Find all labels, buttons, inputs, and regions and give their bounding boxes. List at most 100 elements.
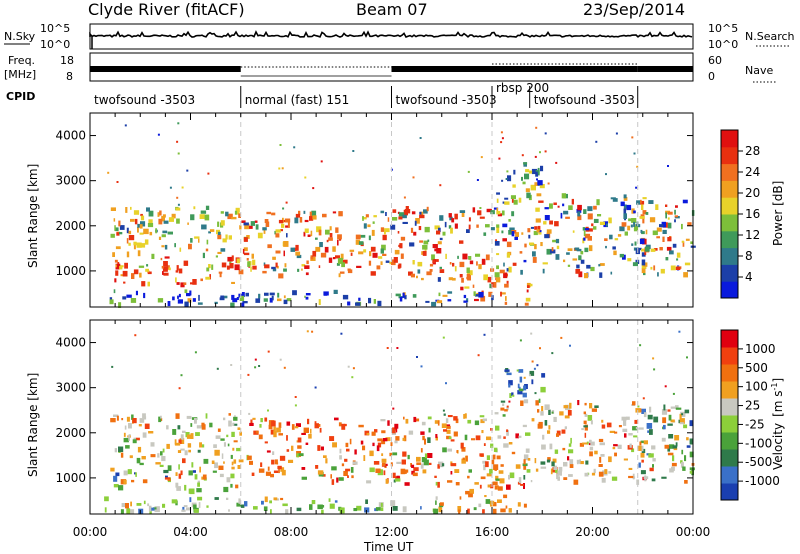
scatter-cell — [577, 400, 580, 406]
scatter-cell — [583, 237, 586, 241]
scatter-cell — [493, 207, 499, 210]
scatter-cell — [414, 418, 420, 422]
scatter-cell — [209, 229, 215, 232]
freq-band-0 — [90, 66, 241, 72]
scatter-cell — [649, 429, 653, 435]
scatter-cell — [164, 256, 170, 259]
scatter-cell — [412, 472, 418, 477]
scatter-cell — [587, 228, 593, 232]
scatter-cell — [549, 443, 553, 450]
scatter-cell — [582, 238, 585, 244]
colorbar-swatch — [721, 281, 738, 299]
scatter-cell — [186, 434, 192, 439]
scatter-cell — [511, 451, 516, 455]
scatter-cell — [494, 241, 500, 246]
scatter-cell — [566, 252, 570, 255]
scatter-cell — [220, 220, 225, 226]
scatter-cell — [267, 466, 270, 471]
scatter-cell — [362, 216, 364, 221]
sparse-cell — [247, 373, 250, 376]
scatter-cell — [192, 470, 196, 473]
scatter-cell — [371, 432, 376, 436]
scatter-cell — [517, 390, 523, 395]
scatter-cell — [179, 438, 185, 444]
scatter-cell — [509, 227, 515, 231]
scatter-cell — [454, 223, 458, 229]
scatter-cell — [522, 424, 527, 428]
sparse-cell — [544, 132, 547, 135]
scatter-cell — [209, 274, 211, 280]
scatter-cell — [523, 399, 529, 404]
scatter-cell — [369, 467, 375, 473]
scatter-cell — [133, 241, 137, 246]
scatter-cell — [234, 415, 236, 419]
scatter-cell — [402, 221, 408, 224]
scatter-cell — [162, 448, 165, 453]
scatter-cell — [573, 479, 579, 485]
scatter-cell — [493, 282, 497, 288]
scatter-cell — [286, 421, 291, 426]
scatter-cell — [246, 235, 250, 239]
scatter-cell — [640, 440, 645, 444]
scatter-cell — [578, 271, 583, 278]
scatter-cell — [250, 221, 255, 226]
noise-left-tick-bottom: 10^0 — [40, 38, 70, 51]
scatter-cell — [141, 456, 146, 460]
scatter-cell — [475, 253, 481, 257]
scatter-cell — [479, 453, 484, 457]
scatter-cell — [130, 206, 132, 210]
scatter-cell — [253, 506, 258, 510]
scatter-cell — [225, 211, 229, 217]
scatter-cell — [617, 444, 622, 449]
scatter-cell — [635, 427, 638, 430]
scatter-cell — [217, 221, 220, 227]
scatter-cell — [263, 229, 266, 234]
scatter-cell — [674, 435, 680, 441]
scatter-cell — [608, 471, 612, 474]
scatter-cell — [384, 228, 390, 233]
scatter-cell — [301, 264, 306, 267]
scatter-cell — [657, 272, 659, 277]
scatter-cell — [190, 238, 193, 243]
scatter-cell — [584, 233, 591, 239]
scatter-cell — [601, 424, 606, 429]
scatter-cell — [656, 236, 660, 239]
scatter-cell — [437, 464, 440, 469]
scatter-cell — [260, 462, 263, 467]
scatter-cell — [131, 414, 134, 420]
scatter-cell — [355, 302, 361, 306]
scatter-cell — [589, 403, 593, 409]
colorbar-swatch — [721, 214, 738, 232]
scatter-cell — [337, 234, 342, 240]
ytick-label: 2000 — [55, 426, 86, 440]
scatter-cell — [536, 229, 540, 233]
scatter-cell — [529, 370, 535, 376]
scatter-cell — [180, 470, 183, 476]
scatter-cell — [500, 291, 502, 297]
sparse-cell — [304, 176, 307, 179]
scatter-cell — [143, 228, 149, 235]
scatter-cell — [508, 219, 511, 222]
scatter-cell — [380, 507, 384, 511]
scatter-cell — [120, 274, 124, 277]
scatter-cell — [594, 450, 598, 455]
scatter-cell — [273, 497, 278, 501]
scatter-cell — [215, 255, 218, 258]
scatter-cell — [355, 234, 361, 240]
scatter-cell — [265, 471, 271, 476]
scatter-cell — [467, 419, 472, 424]
scatter-cell — [463, 300, 468, 303]
scatter-cell — [562, 447, 566, 451]
scatter-cell — [304, 295, 306, 298]
scatter-cell — [476, 261, 478, 266]
scatter-cell — [167, 478, 171, 481]
scatter-cell — [668, 414, 672, 421]
scatter-cell — [645, 212, 649, 215]
scatter-cell — [299, 217, 303, 223]
scatter-cell — [496, 455, 501, 460]
scatter-cell — [164, 477, 171, 480]
scatter-cell — [553, 465, 558, 470]
sparse-cell — [639, 344, 642, 347]
scatter-cell — [489, 468, 493, 475]
scatter-cell — [112, 252, 115, 257]
